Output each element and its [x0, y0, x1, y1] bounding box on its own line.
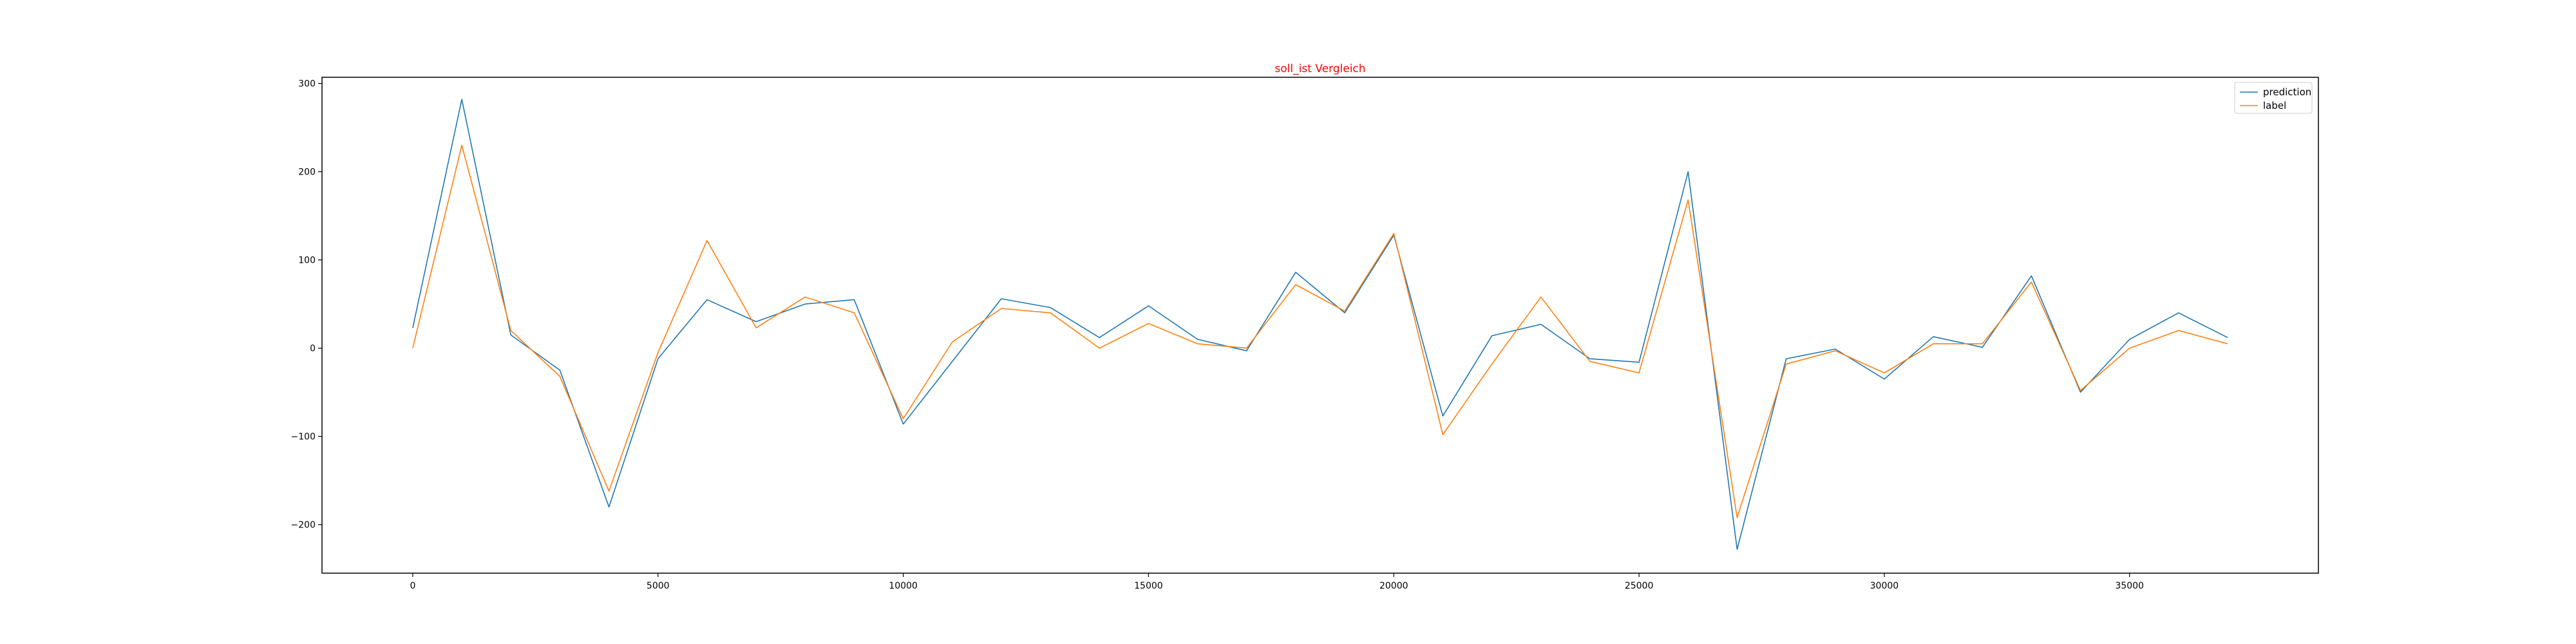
x-tick-label: 5000 — [647, 581, 670, 591]
y-tick-label: −200 — [291, 520, 316, 531]
x-tick-label: 35000 — [2115, 581, 2144, 591]
x-tick-label: 0 — [410, 581, 415, 591]
x-tick-label: 25000 — [1625, 581, 1654, 591]
y-tick-label: 100 — [298, 256, 316, 266]
legend-label-prediction: prediction — [2263, 86, 2311, 98]
y-tick-label: −100 — [291, 432, 316, 442]
x-tick-label: 30000 — [1870, 581, 1899, 591]
x-tick-label: 20000 — [1379, 581, 1408, 591]
x-tick-label: 10000 — [889, 581, 918, 591]
plot-area-frame — [321, 77, 2319, 574]
axis-ticks: 0 5000 10000 15000 20000 25000 30000 35000 −200 −… — [291, 79, 2144, 591]
y-tick-label: 0 — [310, 344, 316, 354]
legend: prediction label — [2234, 82, 2313, 114]
legend-label-label: label — [2263, 100, 2286, 111]
series-line-label — [412, 144, 2228, 518]
plot-lines — [412, 99, 2228, 550]
y-tick-label: 200 — [298, 167, 316, 178]
x-tick-label: 15000 — [1134, 581, 1163, 591]
series-line-prediction — [412, 99, 2228, 550]
chart-title: soll_ist Vergleich — [1274, 62, 1365, 75]
y-tick-label: 300 — [298, 79, 316, 90]
